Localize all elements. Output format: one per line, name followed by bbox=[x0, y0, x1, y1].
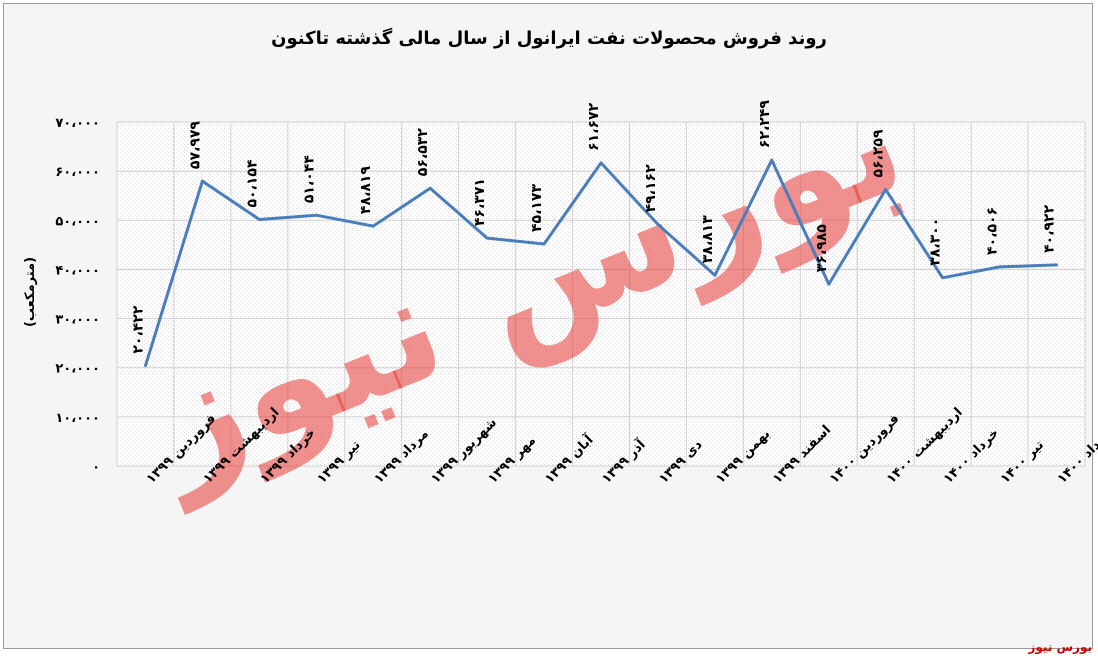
y-tick-label: ۷۰،۰۰۰ bbox=[55, 116, 100, 131]
data-label: ۵۶،۵۳۲ bbox=[415, 128, 431, 176]
data-label: ۳۸،۳۰۰ bbox=[928, 218, 944, 266]
y-tick-label: ۱۰،۰۰۰ bbox=[55, 411, 100, 426]
data-label: ۴۹،۱۶۲ bbox=[643, 164, 659, 212]
data-label: ۵۰،۱۵۴ bbox=[244, 159, 260, 207]
data-label: ۴۰،۵۰۶ bbox=[985, 207, 1001, 255]
data-label: ۵۱،۰۴۴ bbox=[301, 155, 317, 203]
y-axis-title: (مترمکعب) bbox=[23, 257, 38, 327]
data-label: ۳۸،۸۱۳ bbox=[700, 215, 716, 263]
data-label: ۵۷،۹۷۹ bbox=[187, 121, 203, 169]
y-tick-label: ۳۰،۰۰۰ bbox=[55, 313, 100, 328]
y-tick-label: ۵۰،۰۰۰ bbox=[55, 214, 100, 229]
data-label: ۵۶،۲۵۹ bbox=[871, 129, 887, 177]
y-tick-label: ۲۰،۰۰۰ bbox=[55, 362, 100, 377]
data-label: ۶۲،۲۴۹ bbox=[757, 100, 773, 148]
y-tick-label: ۰ bbox=[92, 460, 100, 475]
data-label: ۲۰،۴۲۲ bbox=[130, 305, 146, 353]
data-label: ۴۶،۳۷۱ bbox=[472, 178, 488, 226]
data-label: ۶۱،۶۷۲ bbox=[586, 102, 602, 150]
source-label: بورس نیوز bbox=[1028, 640, 1092, 654]
data-label: ۴۵،۱۷۳ bbox=[529, 184, 545, 232]
data-label: ۳۶،۹۸۵ bbox=[814, 224, 830, 272]
y-tick-label: ۶۰،۰۰۰ bbox=[55, 165, 100, 180]
data-label: ۴۰،۹۲۲ bbox=[1042, 204, 1058, 252]
chart-title: روند فروش محصولات نفت ایرانول از سال مال… bbox=[271, 27, 827, 49]
plot-area bbox=[117, 122, 1085, 466]
y-tick-label: ۴۰،۰۰۰ bbox=[55, 263, 100, 278]
data-label: ۴۸،۸۱۹ bbox=[358, 166, 374, 214]
